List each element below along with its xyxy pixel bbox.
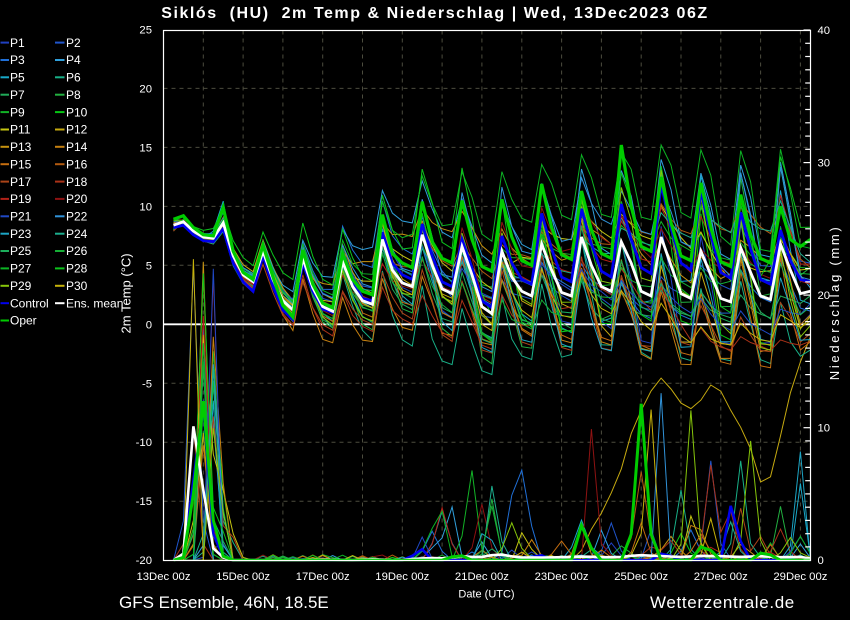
- svg-text:Oper: Oper: [10, 314, 37, 328]
- svg-text:P24: P24: [66, 227, 88, 241]
- svg-text:29Dec 00z: 29Dec 00z: [773, 571, 827, 583]
- svg-text:25: 25: [139, 25, 152, 37]
- svg-text:P5: P5: [10, 71, 25, 85]
- svg-text:Control: Control: [10, 296, 49, 310]
- svg-text:0: 0: [146, 319, 152, 331]
- svg-text:GFS Ensemble, 46N, 18.5E: GFS Ensemble, 46N, 18.5E: [119, 593, 329, 612]
- svg-text:P25: P25: [10, 244, 32, 258]
- svg-text:40: 40: [818, 25, 831, 37]
- svg-text:17Dec 00z: 17Dec 00z: [296, 571, 350, 583]
- svg-text:P3: P3: [10, 53, 25, 67]
- svg-text:P19: P19: [10, 192, 32, 206]
- svg-text:0: 0: [818, 555, 824, 567]
- svg-text:2m Temp (°C): 2m Temp (°C): [118, 253, 133, 333]
- svg-text:-15: -15: [136, 496, 152, 508]
- svg-text:P30: P30: [66, 279, 88, 293]
- svg-text:P9: P9: [10, 105, 25, 119]
- svg-text:P13: P13: [10, 140, 32, 154]
- svg-text:-5: -5: [142, 378, 152, 390]
- svg-text:P4: P4: [66, 53, 81, 67]
- svg-text:Ens. mean: Ens. mean: [66, 296, 123, 310]
- svg-text:Date (UTC): Date (UTC): [458, 589, 514, 601]
- svg-text:5: 5: [146, 260, 152, 272]
- svg-text:15Dec 00z: 15Dec 00z: [216, 571, 270, 583]
- svg-text:30: 30: [818, 158, 831, 170]
- svg-text:P28: P28: [66, 262, 88, 276]
- svg-text:-10: -10: [136, 437, 152, 449]
- svg-text:P7: P7: [10, 88, 25, 102]
- svg-text:P10: P10: [66, 105, 88, 119]
- svg-text:20: 20: [818, 290, 831, 302]
- svg-text:P11: P11: [10, 123, 31, 137]
- svg-text:Niederschlag (mm): Niederschlag (mm): [827, 225, 842, 381]
- svg-text:19Dec 00z: 19Dec 00z: [375, 571, 429, 583]
- svg-text:P14: P14: [66, 140, 88, 154]
- svg-text:P27: P27: [10, 262, 32, 276]
- svg-text:P29: P29: [10, 279, 32, 293]
- svg-text:-20: -20: [136, 555, 152, 567]
- svg-text:P15: P15: [10, 157, 32, 171]
- svg-text:P8: P8: [66, 88, 81, 102]
- svg-text:P12: P12: [66, 123, 88, 137]
- svg-text:P2: P2: [66, 36, 81, 50]
- svg-text:13Dec 00z: 13Dec 00z: [136, 571, 190, 583]
- svg-text:20: 20: [139, 83, 152, 95]
- svg-text:P21: P21: [10, 210, 32, 224]
- svg-text:P23: P23: [10, 227, 32, 241]
- svg-text:15: 15: [139, 142, 152, 154]
- svg-text:10: 10: [818, 423, 831, 435]
- svg-text:P1: P1: [10, 36, 25, 50]
- svg-text:Wetterzentrale.de: Wetterzentrale.de: [650, 593, 795, 612]
- svg-text:P26: P26: [66, 244, 88, 258]
- svg-text:P16: P16: [66, 157, 88, 171]
- svg-text:P20: P20: [66, 192, 88, 206]
- svg-text:27Dec 00z: 27Dec 00z: [694, 571, 748, 583]
- svg-text:23Dec 00z: 23Dec 00z: [535, 571, 589, 583]
- svg-text:10: 10: [139, 201, 152, 213]
- svg-text:21Dec 00z: 21Dec 00z: [455, 571, 509, 583]
- svg-text:P18: P18: [66, 175, 88, 189]
- svg-text:Siklós (HU) 2m Temp & Nieder: Siklós (HU) 2m Temp & Niederschlag | Wed…: [161, 5, 709, 22]
- svg-text:P17: P17: [10, 175, 32, 189]
- svg-text:25Dec 00z: 25Dec 00z: [614, 571, 668, 583]
- svg-text:P6: P6: [66, 71, 81, 85]
- svg-text:P22: P22: [66, 210, 88, 224]
